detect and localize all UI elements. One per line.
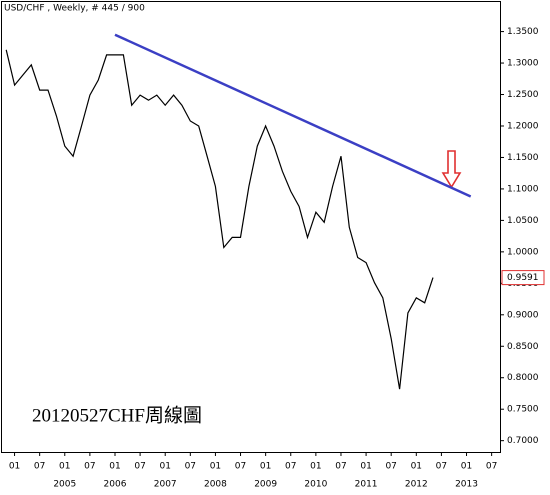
x-tick-label: 07 <box>84 462 95 472</box>
y-tick-label: 0.9000 <box>507 310 539 320</box>
y-tick-label: 1.2000 <box>507 121 539 131</box>
year-label: 2011 <box>355 480 378 490</box>
y-tick-label: 1.0000 <box>507 247 539 257</box>
x-tick-label: 07 <box>335 462 346 472</box>
year-label: 2007 <box>154 480 177 490</box>
y-tick-label: 0.8500 <box>507 342 539 352</box>
year-label: 2012 <box>405 480 428 490</box>
y-tick-label: 1.3000 <box>507 59 539 69</box>
x-tick-label: 07 <box>34 462 45 472</box>
x-tick-label: 07 <box>285 462 296 472</box>
x-tick-label: 01 <box>210 462 221 472</box>
x-tick-label: 01 <box>109 462 120 472</box>
y-tick-label: 1.3500 <box>507 27 539 37</box>
year-label: 2008 <box>204 480 227 490</box>
x-tick-label: 01 <box>411 462 422 472</box>
year-label: 2013 <box>455 480 478 490</box>
last-price-box <box>501 270 545 286</box>
y-tick-label: 1.1500 <box>507 153 539 163</box>
price-line <box>5 49 434 390</box>
x-tick-label: 07 <box>436 462 447 472</box>
x-tick-label: 07 <box>235 462 246 472</box>
last-price-label: 0.9591 <box>507 273 539 283</box>
x-tick-label: 01 <box>59 462 70 472</box>
y-tick-label: 1.1000 <box>507 184 539 194</box>
y-tick-label: 0.7000 <box>507 436 539 446</box>
year-label: 2009 <box>254 480 277 490</box>
y-tick-label: 1.2500 <box>507 90 539 100</box>
x-tick-label: 07 <box>486 462 497 472</box>
trendline <box>114 33 472 198</box>
x-tick-label: 01 <box>159 462 170 472</box>
x-tick-label: 01 <box>9 462 20 472</box>
year-label: 2005 <box>53 480 76 490</box>
x-tick-label: 01 <box>260 462 271 472</box>
arrow-icon <box>441 150 462 189</box>
year-label: 2010 <box>304 480 327 490</box>
year-label: 2006 <box>104 480 127 490</box>
x-tick-label: 07 <box>385 462 396 472</box>
x-tick-label: 01 <box>310 462 321 472</box>
chart-title: USD/CHF , Weekly, # 445 / 900 <box>4 4 145 14</box>
y-tick-label: 1.0500 <box>507 216 539 226</box>
annotation: 20120527CHF周線圖 <box>32 404 202 426</box>
plot-frame <box>1 1 501 453</box>
x-tick-label: 07 <box>134 462 145 472</box>
y-tick-label: 0.8000 <box>507 373 539 383</box>
x-tick-label: 07 <box>185 462 196 472</box>
y-tick-label: 0.7500 <box>507 405 539 415</box>
x-tick-label: 01 <box>360 462 371 472</box>
x-tick-label: 01 <box>461 462 472 472</box>
